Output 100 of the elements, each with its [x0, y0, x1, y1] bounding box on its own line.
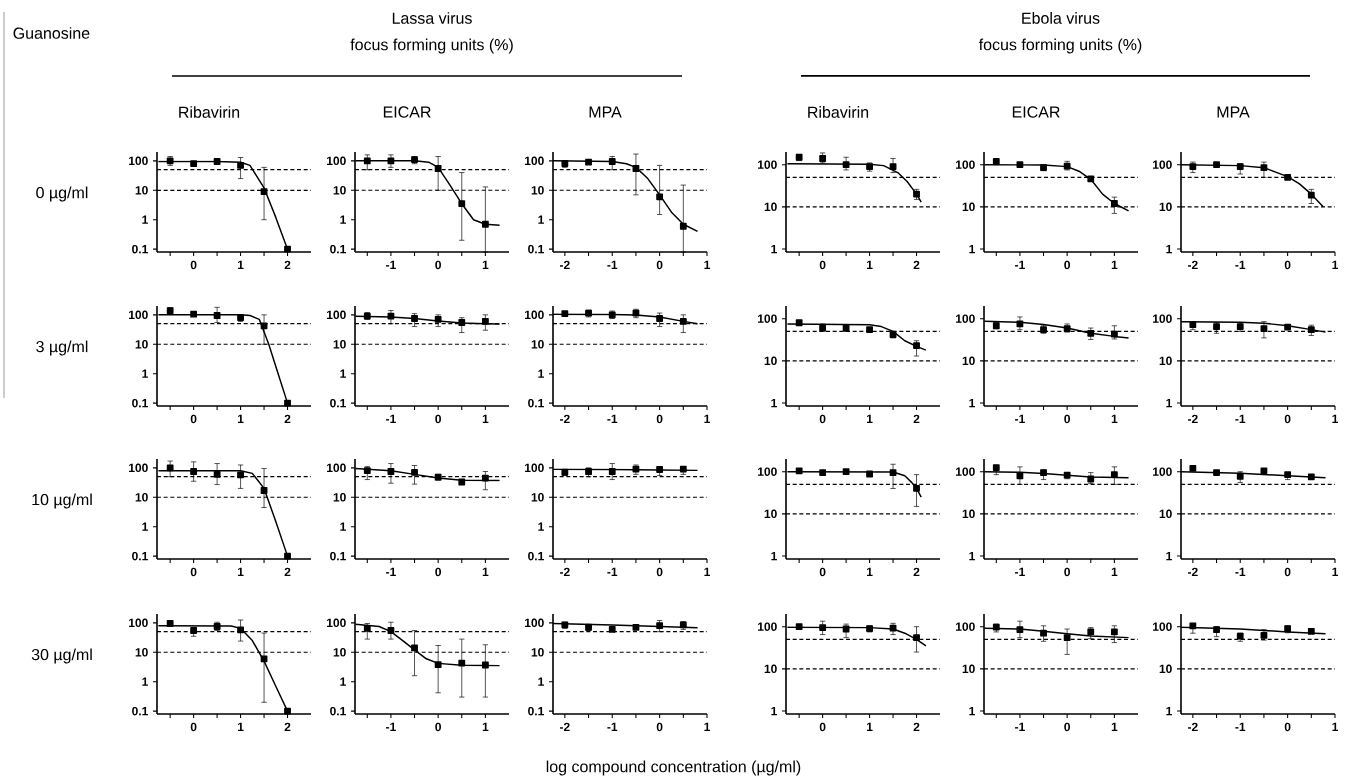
y-tick-label: 0.1 — [528, 244, 544, 254]
x-tick-label: 0 — [819, 567, 826, 577]
x-tick-label: 0 — [1284, 722, 1291, 732]
y-tick-label: 10 — [531, 340, 544, 349]
x-tick-label: 1 — [866, 414, 873, 423]
x-tick-label: 1 — [1332, 722, 1339, 731]
point — [237, 162, 244, 169]
chart-title: EICAR — [1012, 106, 1060, 118]
y-tick-label: 10 — [962, 509, 975, 519]
x-tick-label: -1 — [1235, 567, 1246, 576]
x-tick-label: 0 — [435, 567, 441, 577]
x-tick-label: -1 — [386, 260, 396, 269]
x-tick-label: 2 — [284, 260, 291, 270]
point — [213, 470, 221, 478]
x-tick-label: 1 — [482, 567, 489, 576]
x-tick-label: -1 — [607, 260, 618, 269]
x-tick-label: 1 — [237, 722, 244, 731]
x-tick-label: 0 — [435, 722, 441, 732]
y-tick-label: 10 — [135, 186, 148, 195]
chart-title: Ribavirin — [179, 106, 240, 118]
x-tick-label: -1 — [386, 722, 396, 731]
y-tick-label: 1 — [142, 215, 148, 224]
chart-title: MPA — [1217, 106, 1250, 118]
point — [284, 399, 291, 407]
y-tick-label: 10 — [962, 664, 975, 674]
chart-title: EICAR — [383, 106, 431, 118]
x-tick-label: -1 — [607, 414, 618, 423]
y-tick-label: 10 — [333, 186, 346, 195]
y-tick-label: 0.1 — [132, 551, 148, 561]
x-tick-label: 1 — [482, 722, 489, 731]
y-axis-title: 3 µg/ml — [36, 340, 88, 356]
y-tick-label: 100 — [1153, 467, 1172, 476]
y-tick-label: 1 — [142, 369, 148, 378]
y-tick-label: 1 — [969, 706, 975, 716]
x-tick-label: 1 — [866, 260, 873, 269]
y-tick-label: 1 — [1166, 398, 1172, 408]
y-tick-label: 1 — [969, 398, 975, 408]
point — [819, 624, 827, 632]
x-tick-label: 2 — [913, 414, 920, 424]
y-tick-label: 100 — [327, 310, 346, 320]
x-tick-label: 0 — [1064, 722, 1070, 732]
y-tick-label: 1 — [1166, 244, 1172, 254]
point — [1189, 464, 1197, 472]
x-tick-label: 0 — [435, 414, 441, 424]
y-tick-label: 1 — [1166, 551, 1172, 561]
point — [795, 467, 803, 475]
point — [866, 326, 873, 334]
x-tick-label: -2 — [559, 567, 570, 577]
y-tick-label: 100 — [327, 618, 346, 628]
x-tick-label: 2 — [284, 567, 291, 577]
y-tick-label: 10 — [531, 493, 544, 502]
y-tick-label: 1 — [969, 551, 975, 561]
y-tick-label: 100 — [129, 156, 148, 166]
y-tick-label: 0.1 — [132, 244, 148, 254]
x-tick-label: 0 — [1064, 567, 1070, 577]
point — [1063, 634, 1071, 642]
x-tick-label: 1 — [237, 414, 244, 423]
x-tick-label: 1 — [1111, 722, 1118, 731]
x-tick-label: 1 — [237, 567, 244, 576]
point — [284, 552, 291, 560]
point — [190, 160, 198, 168]
x-tick-label: -1 — [386, 567, 396, 576]
x-tick-label: 0 — [656, 722, 663, 732]
y-tick-label: 0.1 — [132, 706, 148, 716]
point — [284, 245, 291, 253]
y-tick-label: 10 — [333, 493, 346, 502]
text: focus forming units (%) — [978, 38, 1142, 54]
x-tick-label: 0 — [819, 260, 826, 270]
x-tick-label: 1 — [237, 260, 244, 269]
y-tick-label: 100 — [327, 156, 346, 166]
y-tick-label: 0.1 — [528, 398, 544, 408]
y-tick-label: 1 — [340, 215, 346, 224]
y-tick-label: 10 — [333, 340, 346, 349]
x-tick-label: -1 — [607, 722, 618, 731]
point — [1260, 467, 1268, 475]
x-tick-label: 0 — [1284, 414, 1291, 424]
y-tick-label: 10 — [531, 648, 544, 657]
y-tick-label: 10 — [764, 202, 777, 212]
x-tick-label: 1 — [1332, 260, 1339, 269]
x-tick-label: 1 — [482, 260, 489, 269]
x-tick-label: -1 — [386, 414, 396, 423]
x-tick-label: 1 — [1111, 260, 1118, 269]
y-tick-label: 1 — [538, 522, 544, 531]
text: Guanosine — [13, 27, 90, 39]
x-tick-label: -1 — [1235, 722, 1246, 731]
chart-title: Ribavirin — [808, 106, 869, 118]
point — [190, 468, 198, 475]
text: Lassa virus — [392, 12, 472, 24]
x-tick-label: 0 — [190, 722, 197, 732]
x-tick-label: 0 — [656, 567, 663, 577]
x-tick-label: 0 — [819, 722, 826, 732]
point — [679, 222, 687, 230]
y-tick-label: 1 — [142, 522, 148, 531]
x-tick-label: -2 — [559, 260, 570, 270]
y-tick-label: 100 — [129, 463, 148, 473]
x-tick-label: 0 — [819, 414, 826, 424]
y-tick-label: 100 — [1153, 160, 1172, 169]
x-tick-label: 2 — [284, 414, 291, 424]
x-tick-label: -2 — [1187, 414, 1198, 424]
y-tick-label: 1 — [142, 677, 148, 686]
